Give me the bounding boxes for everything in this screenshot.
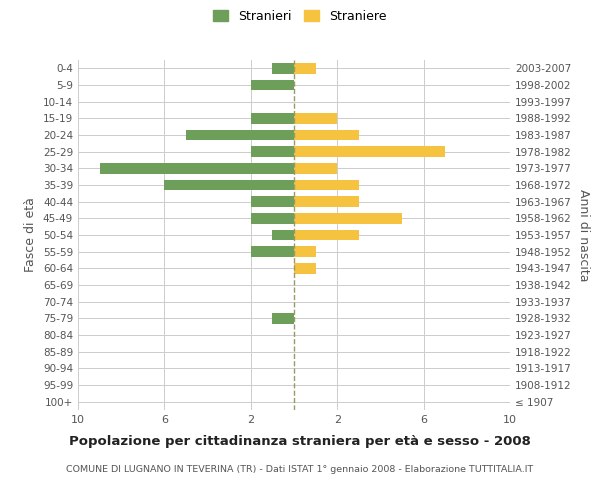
Y-axis label: Fasce di età: Fasce di età xyxy=(25,198,37,272)
Bar xyxy=(251,196,294,207)
Bar xyxy=(100,163,294,174)
Bar xyxy=(272,63,294,74)
Legend: Stranieri, Straniere: Stranieri, Straniere xyxy=(209,6,391,26)
Bar xyxy=(294,196,359,207)
Text: Popolazione per cittadinanza straniera per età e sesso - 2008: Popolazione per cittadinanza straniera p… xyxy=(69,435,531,448)
Bar xyxy=(251,213,294,224)
Bar xyxy=(294,263,316,274)
Bar xyxy=(294,180,359,190)
Y-axis label: Anni di nascita: Anni di nascita xyxy=(577,188,590,281)
Bar xyxy=(251,80,294,90)
Bar xyxy=(186,130,294,140)
Bar xyxy=(294,146,445,157)
Bar xyxy=(294,230,359,240)
Bar xyxy=(251,146,294,157)
Bar xyxy=(272,230,294,240)
Bar xyxy=(294,163,337,174)
Bar xyxy=(294,63,316,74)
Bar xyxy=(251,113,294,124)
Bar xyxy=(294,213,402,224)
Text: COMUNE DI LUGNANO IN TEVERINA (TR) - Dati ISTAT 1° gennaio 2008 - Elaborazione T: COMUNE DI LUGNANO IN TEVERINA (TR) - Dat… xyxy=(67,465,533,474)
Bar xyxy=(294,113,337,124)
Bar xyxy=(251,246,294,257)
Bar xyxy=(272,313,294,324)
Bar xyxy=(294,246,316,257)
Bar xyxy=(294,130,359,140)
Bar xyxy=(164,180,294,190)
